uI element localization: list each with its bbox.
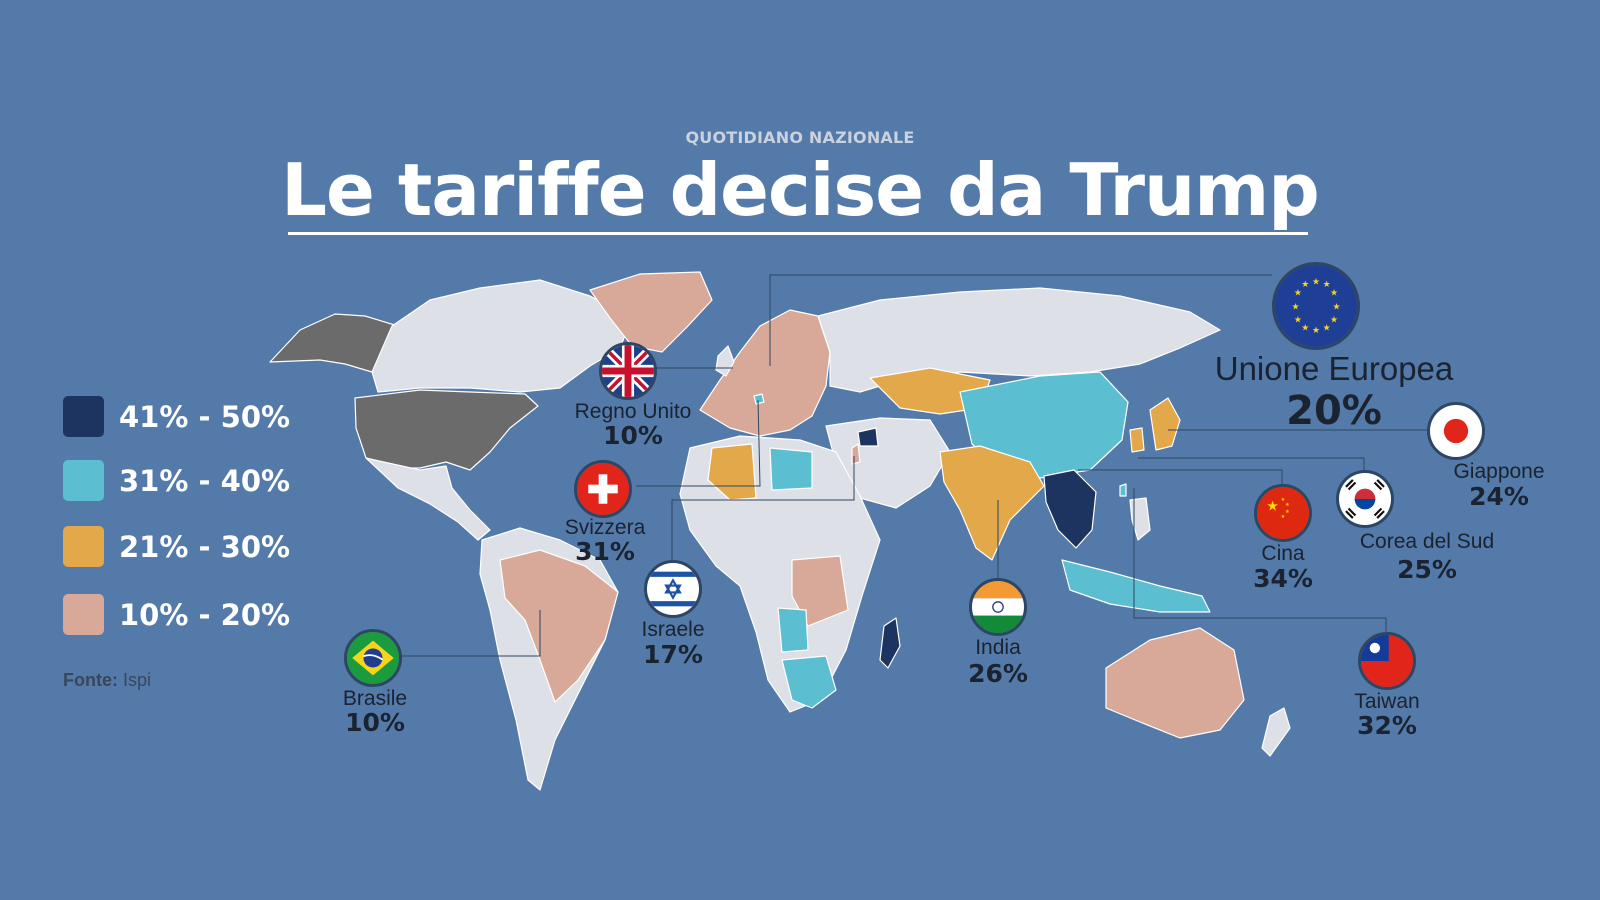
svg-text:★: ★	[1266, 498, 1278, 514]
uk-tariff-pct: 10%	[603, 421, 663, 450]
china-tariff-pct: 34%	[1253, 564, 1313, 593]
uk-flag-icon	[599, 342, 657, 400]
brazil-tariff-pct: 10%	[345, 708, 405, 737]
canada-region	[371, 279, 633, 393]
new-zealand-region	[1261, 707, 1291, 757]
legend-item: 21% - 30%	[63, 526, 323, 568]
syria-region	[857, 427, 879, 447]
source-label: Fonte:	[63, 670, 118, 690]
svg-text:★: ★	[1281, 497, 1286, 503]
legend-swatch	[63, 396, 104, 437]
korea-leader-line	[1138, 457, 1365, 474]
japan-region	[1149, 397, 1181, 451]
brazil-flag-icon	[344, 629, 402, 687]
india-country-name: India	[975, 636, 1021, 659]
legend-item: 41% - 50%	[63, 396, 323, 438]
south-korea-tariff-pct: 25%	[1397, 555, 1457, 584]
svg-text:★: ★	[1330, 315, 1338, 325]
svg-text:★: ★	[1294, 288, 1302, 298]
brazil-leader-line	[398, 610, 541, 657]
switzerland-leader-line	[636, 399, 761, 487]
usa-region	[354, 389, 539, 471]
svg-text:★: ★	[1281, 514, 1286, 520]
south-korea-flag-icon	[1336, 470, 1394, 528]
legend-label: 31% - 40%	[119, 464, 291, 498]
brazil-country-name: Brasile	[342, 687, 408, 710]
legend-label: 21% - 30%	[119, 530, 291, 564]
central-africa-region	[791, 555, 849, 627]
svg-text:★: ★	[1301, 324, 1309, 334]
eu-country-name: Unione Europea	[1214, 350, 1454, 387]
india-tariff-pct: 26%	[968, 659, 1028, 688]
svg-text:★: ★	[1330, 288, 1338, 298]
svg-text:★: ★	[1294, 315, 1302, 325]
israel-tariff-pct: 17%	[643, 640, 703, 669]
swiss-flag-icon	[574, 460, 632, 518]
svg-text:★: ★	[1323, 324, 1331, 334]
taiwan-country-name: Taiwan	[1354, 690, 1420, 713]
switzerland-region	[753, 393, 765, 405]
korea-region	[1129, 427, 1145, 453]
libya-region	[769, 447, 813, 491]
indonesia-region	[1061, 559, 1211, 613]
legend-swatch	[63, 526, 104, 567]
south-africa-region	[781, 655, 837, 709]
legend-label: 41% - 50%	[119, 400, 291, 434]
china-flag-icon: ★ ★ ★ ★ ★	[1254, 484, 1312, 542]
map-landmasses	[269, 271, 1291, 791]
japan-flag-icon	[1427, 402, 1485, 460]
china-leader-line	[1078, 469, 1283, 484]
brazil-region	[499, 549, 619, 703]
taiwan-flag-icon	[1358, 632, 1416, 690]
svg-text:★: ★	[1291, 302, 1299, 312]
legend-label: 10% - 20%	[119, 598, 291, 632]
uk-country-name: Regno Unito	[574, 400, 692, 423]
angola-region	[777, 607, 809, 653]
india-region	[939, 445, 1045, 561]
australia-region	[1105, 627, 1245, 739]
israel-region	[851, 443, 861, 465]
israel-leader-line	[671, 456, 855, 560]
svg-text:★: ★	[1312, 326, 1320, 336]
legend-swatch	[63, 594, 104, 635]
svg-text:★: ★	[1323, 280, 1331, 290]
madagascar-region	[879, 617, 901, 669]
south-korea-country-name: Corea del Sud	[1359, 530, 1495, 553]
taiwan-tariff-pct: 32%	[1357, 711, 1417, 740]
title-underline	[288, 232, 1308, 235]
publication-kicker: QUOTIDIANO NAZIONALE	[685, 128, 915, 147]
leader-lines	[398, 274, 1428, 657]
svg-text:★: ★	[1285, 502, 1290, 508]
svg-text:★: ★	[1312, 278, 1320, 288]
eu-tariff-pct: 20%	[1286, 388, 1382, 434]
svg-text:★: ★	[1332, 302, 1340, 312]
philippines-region	[1129, 497, 1151, 541]
switzerland-tariff-pct: 31%	[575, 537, 635, 566]
legend-item: 10% - 20%	[63, 594, 323, 636]
greenland-region	[589, 271, 713, 353]
japan-tariff-pct: 24%	[1469, 482, 1529, 511]
page-title: Le tariffe decise da Trump	[281, 148, 1320, 232]
taiwan-leader-line	[1133, 488, 1387, 632]
europe-region	[699, 309, 831, 437]
legend-swatch	[63, 460, 104, 501]
source-value: Ispi	[123, 670, 152, 690]
israel-flag-icon	[644, 560, 702, 618]
russia-region	[817, 287, 1221, 393]
southeast-asia-region	[1043, 469, 1097, 549]
svg-text:★: ★	[1301, 280, 1309, 290]
eu-leader-line	[769, 274, 1272, 366]
legend-item: 31% - 40%	[63, 460, 323, 502]
india-flag-icon	[969, 578, 1027, 636]
china-country-name: Cina	[1261, 542, 1305, 565]
taiwan-region	[1119, 483, 1127, 497]
eu-flag-icon: ★ ★ ★ ★ ★ ★ ★ ★ ★ ★ ★ ★	[1272, 262, 1360, 350]
switzerland-country-name: Svizzera	[564, 516, 646, 539]
japan-country-name: Giappone	[1453, 460, 1545, 483]
mexico-region	[365, 457, 491, 541]
svg-text:★: ★	[1285, 509, 1290, 515]
source-credit: Fonte: Ispi	[63, 670, 151, 691]
israel-country-name: Israele	[641, 618, 705, 641]
